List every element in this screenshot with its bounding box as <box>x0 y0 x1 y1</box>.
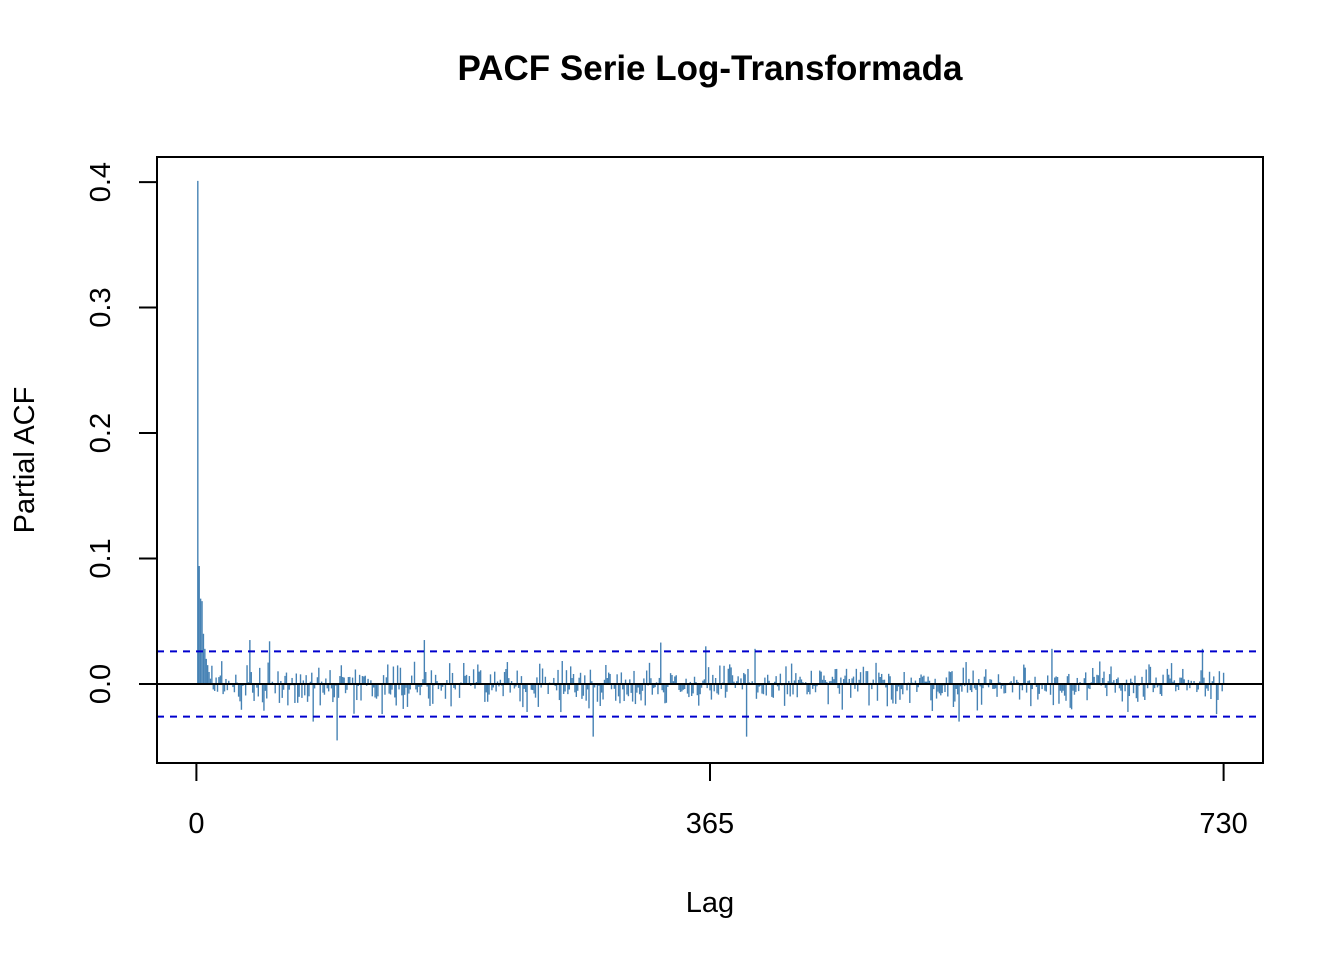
y-tick-label: 0.0 <box>85 664 117 704</box>
x-tick-label: 0 <box>188 808 204 840</box>
x-axis-label: Lag <box>686 887 734 919</box>
y-tick-label: 0.4 <box>85 162 117 202</box>
y-tick-label: 0.2 <box>85 413 117 453</box>
plot-frame <box>156 156 1264 764</box>
chart-title: PACF Serie Log-Transformada <box>457 49 963 88</box>
x-tick-label: 365 <box>686 808 734 840</box>
y-tick-label: 0.1 <box>85 538 117 578</box>
plot-area <box>156 156 1264 764</box>
x-tick-label: 730 <box>1199 808 1247 840</box>
y-axis: 0.0 0.1 0.2 0.3 0.4 <box>85 162 158 704</box>
y-axis-label: Partial ACF <box>9 387 41 534</box>
pacf-bars <box>197 180 1225 741</box>
y-tick-label: 0.3 <box>85 287 117 327</box>
x-axis: 0 365 730 <box>188 762 1248 840</box>
